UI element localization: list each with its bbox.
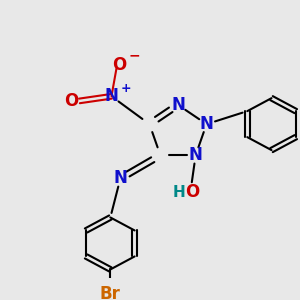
- Text: N: N: [171, 96, 185, 114]
- Text: O: O: [64, 92, 79, 110]
- Text: N: N: [200, 115, 214, 133]
- Text: +: +: [121, 82, 131, 94]
- Text: −: −: [128, 48, 140, 62]
- Text: N: N: [113, 169, 127, 188]
- Text: Br: Br: [100, 285, 121, 300]
- Text: H: H: [172, 185, 185, 200]
- Text: N: N: [189, 146, 202, 164]
- Text: O: O: [185, 183, 200, 201]
- Text: O: O: [112, 56, 127, 74]
- Text: N: N: [104, 87, 118, 105]
